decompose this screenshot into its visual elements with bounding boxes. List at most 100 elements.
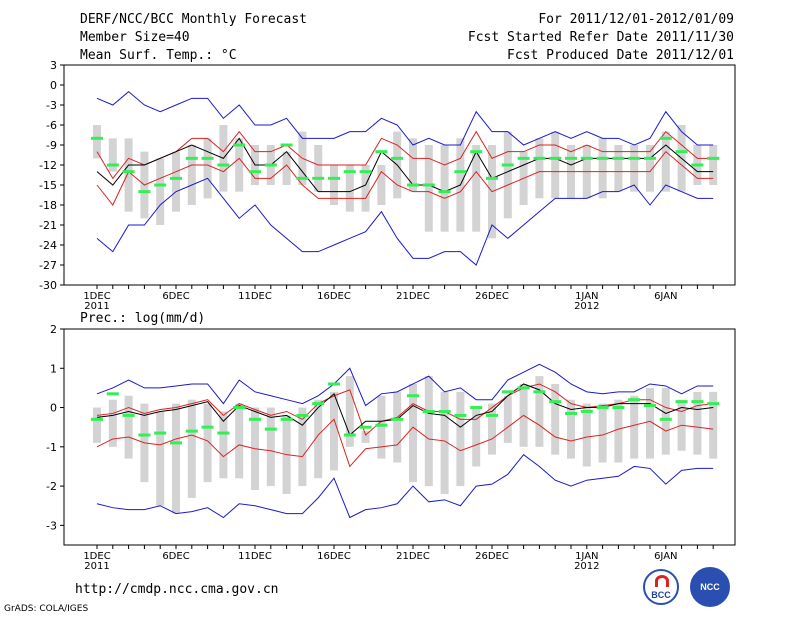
precipitation-green-marker bbox=[691, 400, 704, 404]
precipitation-xtick-label: 6JAN bbox=[654, 551, 677, 562]
temperature-green-marker bbox=[486, 176, 498, 180]
forecast-period-label: For 2011/12/01-2012/01/09 bbox=[538, 12, 734, 27]
precipitation-xtick-label: 26DEC bbox=[475, 551, 509, 562]
precipitation-box bbox=[598, 403, 607, 463]
precipitation-green-marker bbox=[264, 427, 277, 431]
temperature-box bbox=[661, 131, 670, 192]
precipitation-xtick-label: 21DEC bbox=[396, 551, 430, 562]
precipitation-green-marker bbox=[470, 406, 483, 410]
precipitation-box bbox=[424, 376, 433, 487]
precipitation-green-marker bbox=[438, 409, 451, 413]
temperature-green-marker bbox=[612, 156, 625, 160]
temperature-box bbox=[409, 138, 417, 192]
temperature-green-marker bbox=[138, 190, 151, 194]
temperature-ytick-label: -18 bbox=[39, 199, 57, 212]
temperature-line-mean-std bbox=[96, 150, 714, 206]
temperature-green-marker bbox=[122, 170, 135, 174]
temperature-green-marker bbox=[170, 176, 182, 180]
temperature-green-marker bbox=[249, 170, 261, 174]
temperature-ytick-label: -3 bbox=[46, 99, 57, 112]
precipitation-box bbox=[551, 383, 560, 455]
precipitation-green-marker bbox=[517, 386, 530, 390]
temperature-ytick-label: -6 bbox=[46, 119, 57, 132]
precipitation-box bbox=[93, 407, 101, 443]
temperature-box bbox=[440, 145, 449, 232]
precipitation-ytick-label: -3 bbox=[46, 519, 57, 532]
precipitation-green-marker bbox=[122, 413, 135, 417]
temperature-box bbox=[472, 145, 481, 232]
precipitation-box bbox=[361, 431, 370, 443]
precipitation-box bbox=[535, 376, 544, 447]
precipitation-green-marker bbox=[549, 400, 562, 404]
precipitation-ytick-label: -2 bbox=[46, 480, 57, 493]
precipitation-line-mean-std bbox=[96, 414, 714, 468]
temperature-green-marker bbox=[185, 156, 198, 160]
precipitation-green-marker bbox=[185, 429, 198, 433]
precipitation-green-marker bbox=[217, 431, 230, 435]
precipitation-green-marker bbox=[249, 417, 261, 421]
precipitation-box bbox=[172, 403, 180, 514]
precipitation-green-marker bbox=[533, 390, 546, 394]
temperature-ytick-label: 0 bbox=[50, 79, 57, 92]
temperature-box bbox=[156, 158, 165, 225]
precipitation-green-marker bbox=[501, 390, 514, 394]
precipitation-box bbox=[266, 407, 275, 487]
temperature-green-marker bbox=[517, 156, 530, 160]
precipitation-green-marker bbox=[91, 417, 103, 421]
temperature-green-marker bbox=[359, 170, 372, 174]
precipitation-box bbox=[456, 391, 465, 487]
temperature-line-mean bbox=[96, 137, 714, 193]
temperature-xtick-label: 11DEC bbox=[238, 291, 272, 302]
precipitation-line-mean bbox=[96, 383, 714, 436]
precipitation-box bbox=[646, 387, 654, 459]
precipitation-green-marker bbox=[138, 433, 151, 437]
temperature-box bbox=[172, 151, 180, 212]
temperature-line-max bbox=[96, 91, 714, 146]
temperature-green-marker bbox=[628, 156, 641, 160]
temperature-ytick-label: -12 bbox=[39, 159, 57, 172]
precipitation-xtick-sublabel: 2011 bbox=[84, 561, 109, 572]
bcc-swirl-icon bbox=[655, 575, 669, 587]
precipitation-box bbox=[472, 407, 481, 467]
precipitation-box bbox=[108, 399, 117, 447]
variable-label: Mean Surf. Temp.: °C bbox=[80, 48, 237, 63]
temperature-box bbox=[503, 131, 512, 219]
precipitation-box bbox=[409, 383, 417, 483]
precipitation-ytick-label: 0 bbox=[50, 402, 57, 415]
grads-credit: GrADS: COLA/IGES bbox=[4, 604, 89, 614]
precipitation-box bbox=[235, 403, 244, 479]
precipitation-green-marker bbox=[644, 404, 656, 408]
temperature-ytick-label: -30 bbox=[39, 279, 57, 292]
temperature-plot-frame bbox=[63, 64, 736, 286]
temperature-xtick-sublabel: 2012 bbox=[574, 301, 599, 312]
precipitation-box bbox=[440, 391, 449, 494]
temperature-green-marker bbox=[454, 170, 467, 174]
precipitation-box bbox=[330, 391, 338, 471]
temperature-xtick-label: 21DEC bbox=[396, 291, 430, 302]
source-url[interactable]: http://cmdp.ncc.cma.gov.cn bbox=[75, 582, 279, 597]
temperature-box bbox=[124, 138, 133, 212]
temperature-box bbox=[377, 165, 386, 205]
temperature-xtick-label: 6JAN bbox=[654, 291, 677, 302]
precipitation-xtick-label: 16DEC bbox=[317, 551, 351, 562]
precipitation-box bbox=[503, 395, 512, 443]
precipitation-green-marker bbox=[454, 413, 467, 417]
precipitation-green-marker bbox=[407, 394, 419, 398]
precipitation-box bbox=[393, 391, 402, 463]
temperature-box bbox=[282, 151, 291, 185]
precipitation-green-marker bbox=[707, 402, 720, 406]
chart-title: DERF/NCC/BCC Monthly Forecast bbox=[80, 12, 307, 27]
temperature-green-marker bbox=[233, 143, 246, 147]
precipitation-green-marker bbox=[675, 400, 688, 404]
ncc-logo: NCC bbox=[690, 567, 730, 607]
temperature-box bbox=[330, 165, 338, 205]
precipitation-green-marker bbox=[201, 425, 214, 429]
temperature-box bbox=[93, 125, 101, 159]
temperature-box bbox=[709, 145, 718, 185]
precipitation-box bbox=[156, 411, 165, 506]
precipitation-green-marker bbox=[106, 392, 119, 396]
precipitation-ytick-label: 1 bbox=[50, 362, 57, 375]
precipitation-xtick-label: 6DEC bbox=[162, 551, 189, 562]
precipitation-green-marker bbox=[170, 441, 182, 445]
temperature-green-marker bbox=[596, 156, 609, 160]
